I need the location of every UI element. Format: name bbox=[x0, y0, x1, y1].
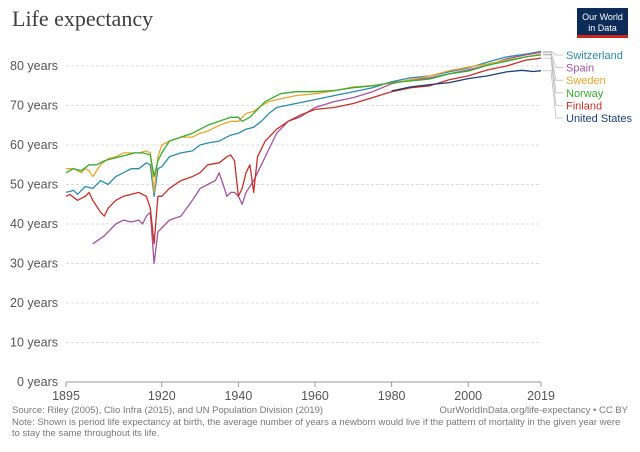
legend-connector-switzerland bbox=[543, 50, 563, 56]
series-lines bbox=[65, 50, 542, 265]
legend-label-finland: Finland bbox=[566, 100, 602, 112]
series-line-sweden bbox=[66, 53, 542, 194]
legend: SwitzerlandSpainSwedenNorwayFinlandUnite… bbox=[543, 50, 633, 125]
series-line-norway bbox=[65, 54, 542, 178]
y-tick-label: 30 years bbox=[10, 257, 58, 271]
x-tick-label: 1940 bbox=[224, 389, 252, 403]
life-expectancy-chart: 0 years 10 years 20 years 30 years 40 years 5… bbox=[10, 50, 633, 403]
grid-lines bbox=[66, 65, 541, 383]
x-tick-label: 1895 bbox=[52, 389, 80, 403]
footer: Source: Riley (2005), Clio Infra (2015),… bbox=[12, 405, 628, 440]
x-tick-label: 2000 bbox=[454, 389, 482, 403]
legend-connector-united-states bbox=[543, 70, 563, 119]
y-tick-label: 70 years bbox=[10, 99, 58, 113]
y-tick-label: 10 years bbox=[10, 336, 58, 350]
source-url-link[interactable]: OurWorldInData.org/life-expectancy • CC … bbox=[439, 405, 628, 416]
y-tick-label: 60 years bbox=[10, 138, 58, 152]
legend-label-norway: Norway bbox=[566, 88, 604, 100]
legend-label-switzerland: Switzerland bbox=[566, 50, 623, 62]
x-axis: 1895 1920 1940 1960 1980 2000 2019 bbox=[52, 382, 555, 403]
owid-logo[interactable]: Our World in Data bbox=[577, 8, 628, 38]
legend-connector-spain bbox=[543, 51, 563, 68]
note-text: Note: Shown is period life expectancy at… bbox=[12, 416, 621, 440]
x-tick-label: 1980 bbox=[378, 389, 406, 403]
legend-connector-finland bbox=[543, 57, 563, 106]
y-tick-label: 20 years bbox=[10, 296, 58, 310]
y-tick-label: 40 years bbox=[10, 217, 58, 231]
legend-label-united-states: United States bbox=[566, 113, 633, 125]
legend-label-spain: Spain bbox=[566, 63, 594, 75]
logo-line-1: Our World bbox=[582, 12, 623, 22]
y-tick-label: 50 years bbox=[10, 178, 58, 192]
x-tick-label: 2019 bbox=[527, 389, 555, 403]
y-tick-label: 80 years bbox=[10, 59, 58, 73]
series-line-finland bbox=[65, 57, 542, 245]
series-line-united-states bbox=[391, 69, 542, 92]
source-text: Source: Riley (2005), Clio Infra (2015),… bbox=[12, 405, 324, 416]
logo-line-2: in Data bbox=[588, 23, 617, 33]
chart-title: Life expectancy bbox=[12, 6, 154, 31]
legend-connector-norway bbox=[543, 54, 563, 94]
x-tick-label: 1960 bbox=[301, 389, 329, 403]
y-axis-labels: 0 years 10 years 20 years 30 years 40 years 5… bbox=[10, 59, 58, 389]
y-tick-label: 0 years bbox=[17, 375, 58, 389]
legend-label-sweden: Sweden bbox=[566, 75, 606, 87]
legend-connector-sweden bbox=[543, 53, 563, 81]
x-tick-label: 1920 bbox=[148, 389, 176, 403]
series-line-switzerland bbox=[65, 50, 542, 197]
